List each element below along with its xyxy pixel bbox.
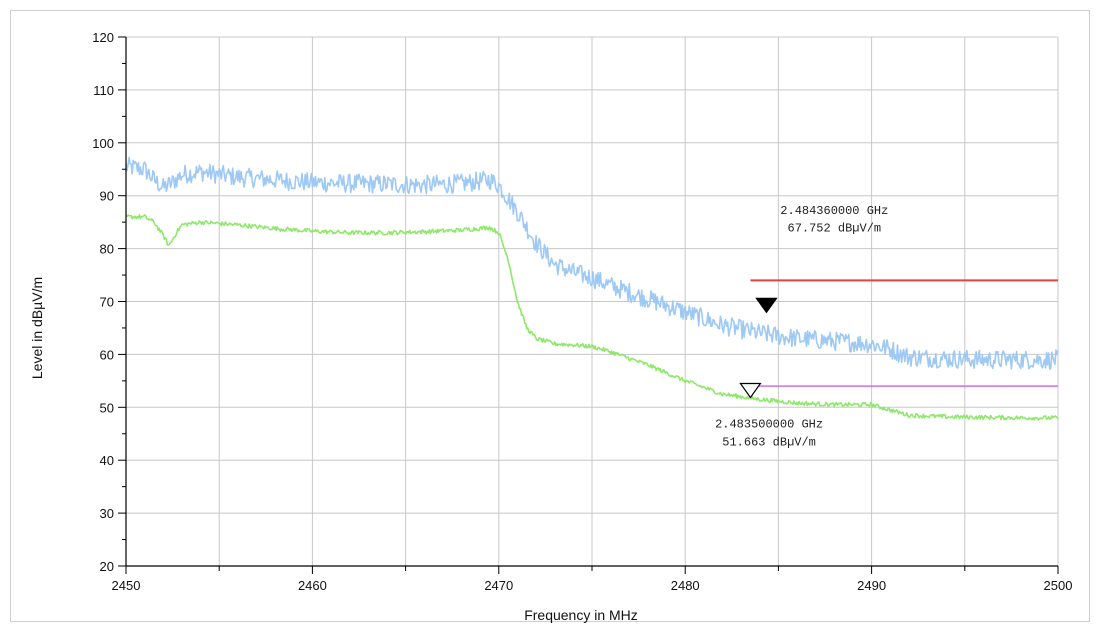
y-tick-label: 100 bbox=[92, 136, 114, 151]
peak-marker bbox=[755, 297, 778, 314]
y-tick-label: 110 bbox=[93, 83, 114, 98]
y-tick-label: 60 bbox=[100, 347, 114, 362]
y-tick-label: 30 bbox=[100, 506, 114, 521]
peak-marker-frequency-label: 2.484360000 GHz bbox=[780, 204, 888, 218]
peak-marker-level-label: 67.752 dBµV/m bbox=[788, 222, 882, 236]
peak-trace bbox=[125, 156, 1059, 370]
markers: 2.484360000 GHz 67.752 dBµV/m 2.483500000 … bbox=[715, 204, 888, 449]
average-trace bbox=[125, 214, 1059, 421]
y-tick-label: 20 bbox=[100, 559, 114, 574]
y-tick-label: 70 bbox=[100, 295, 114, 310]
x-tick-label: 2490 bbox=[857, 578, 886, 593]
x-tick-label: 2480 bbox=[671, 578, 700, 593]
limit-lines bbox=[750, 279, 1058, 387]
grid bbox=[125, 36, 1059, 567]
y-tick-label: 50 bbox=[100, 400, 114, 415]
chart-frame bbox=[10, 10, 1090, 622]
y-tick-label: 90 bbox=[100, 189, 114, 204]
traces bbox=[125, 156, 1059, 421]
x-tick-label: 2470 bbox=[484, 578, 513, 593]
y-tick-label: 80 bbox=[100, 242, 114, 257]
y-axis-title: Level in dBµV/m bbox=[29, 277, 45, 379]
average-marker-frequency-label: 2.483500000 GHz bbox=[715, 417, 823, 431]
x-tick-label: 2500 bbox=[1044, 578, 1073, 593]
x-axis-title: Frequency in MHz bbox=[524, 607, 638, 623]
axes: 2450 2460 2470 2480 2490 2500 20 30 40 50 60 70 80 90… bbox=[92, 30, 1072, 593]
x-tick-label: 2450 bbox=[112, 578, 141, 593]
average-marker-level-label: 51.663 dBµV/m bbox=[722, 435, 816, 449]
average-marker bbox=[739, 382, 762, 399]
x-tick-label: 2460 bbox=[298, 578, 327, 593]
y-tick-label: 40 bbox=[100, 453, 114, 468]
y-tick-label: 120 bbox=[92, 30, 114, 45]
